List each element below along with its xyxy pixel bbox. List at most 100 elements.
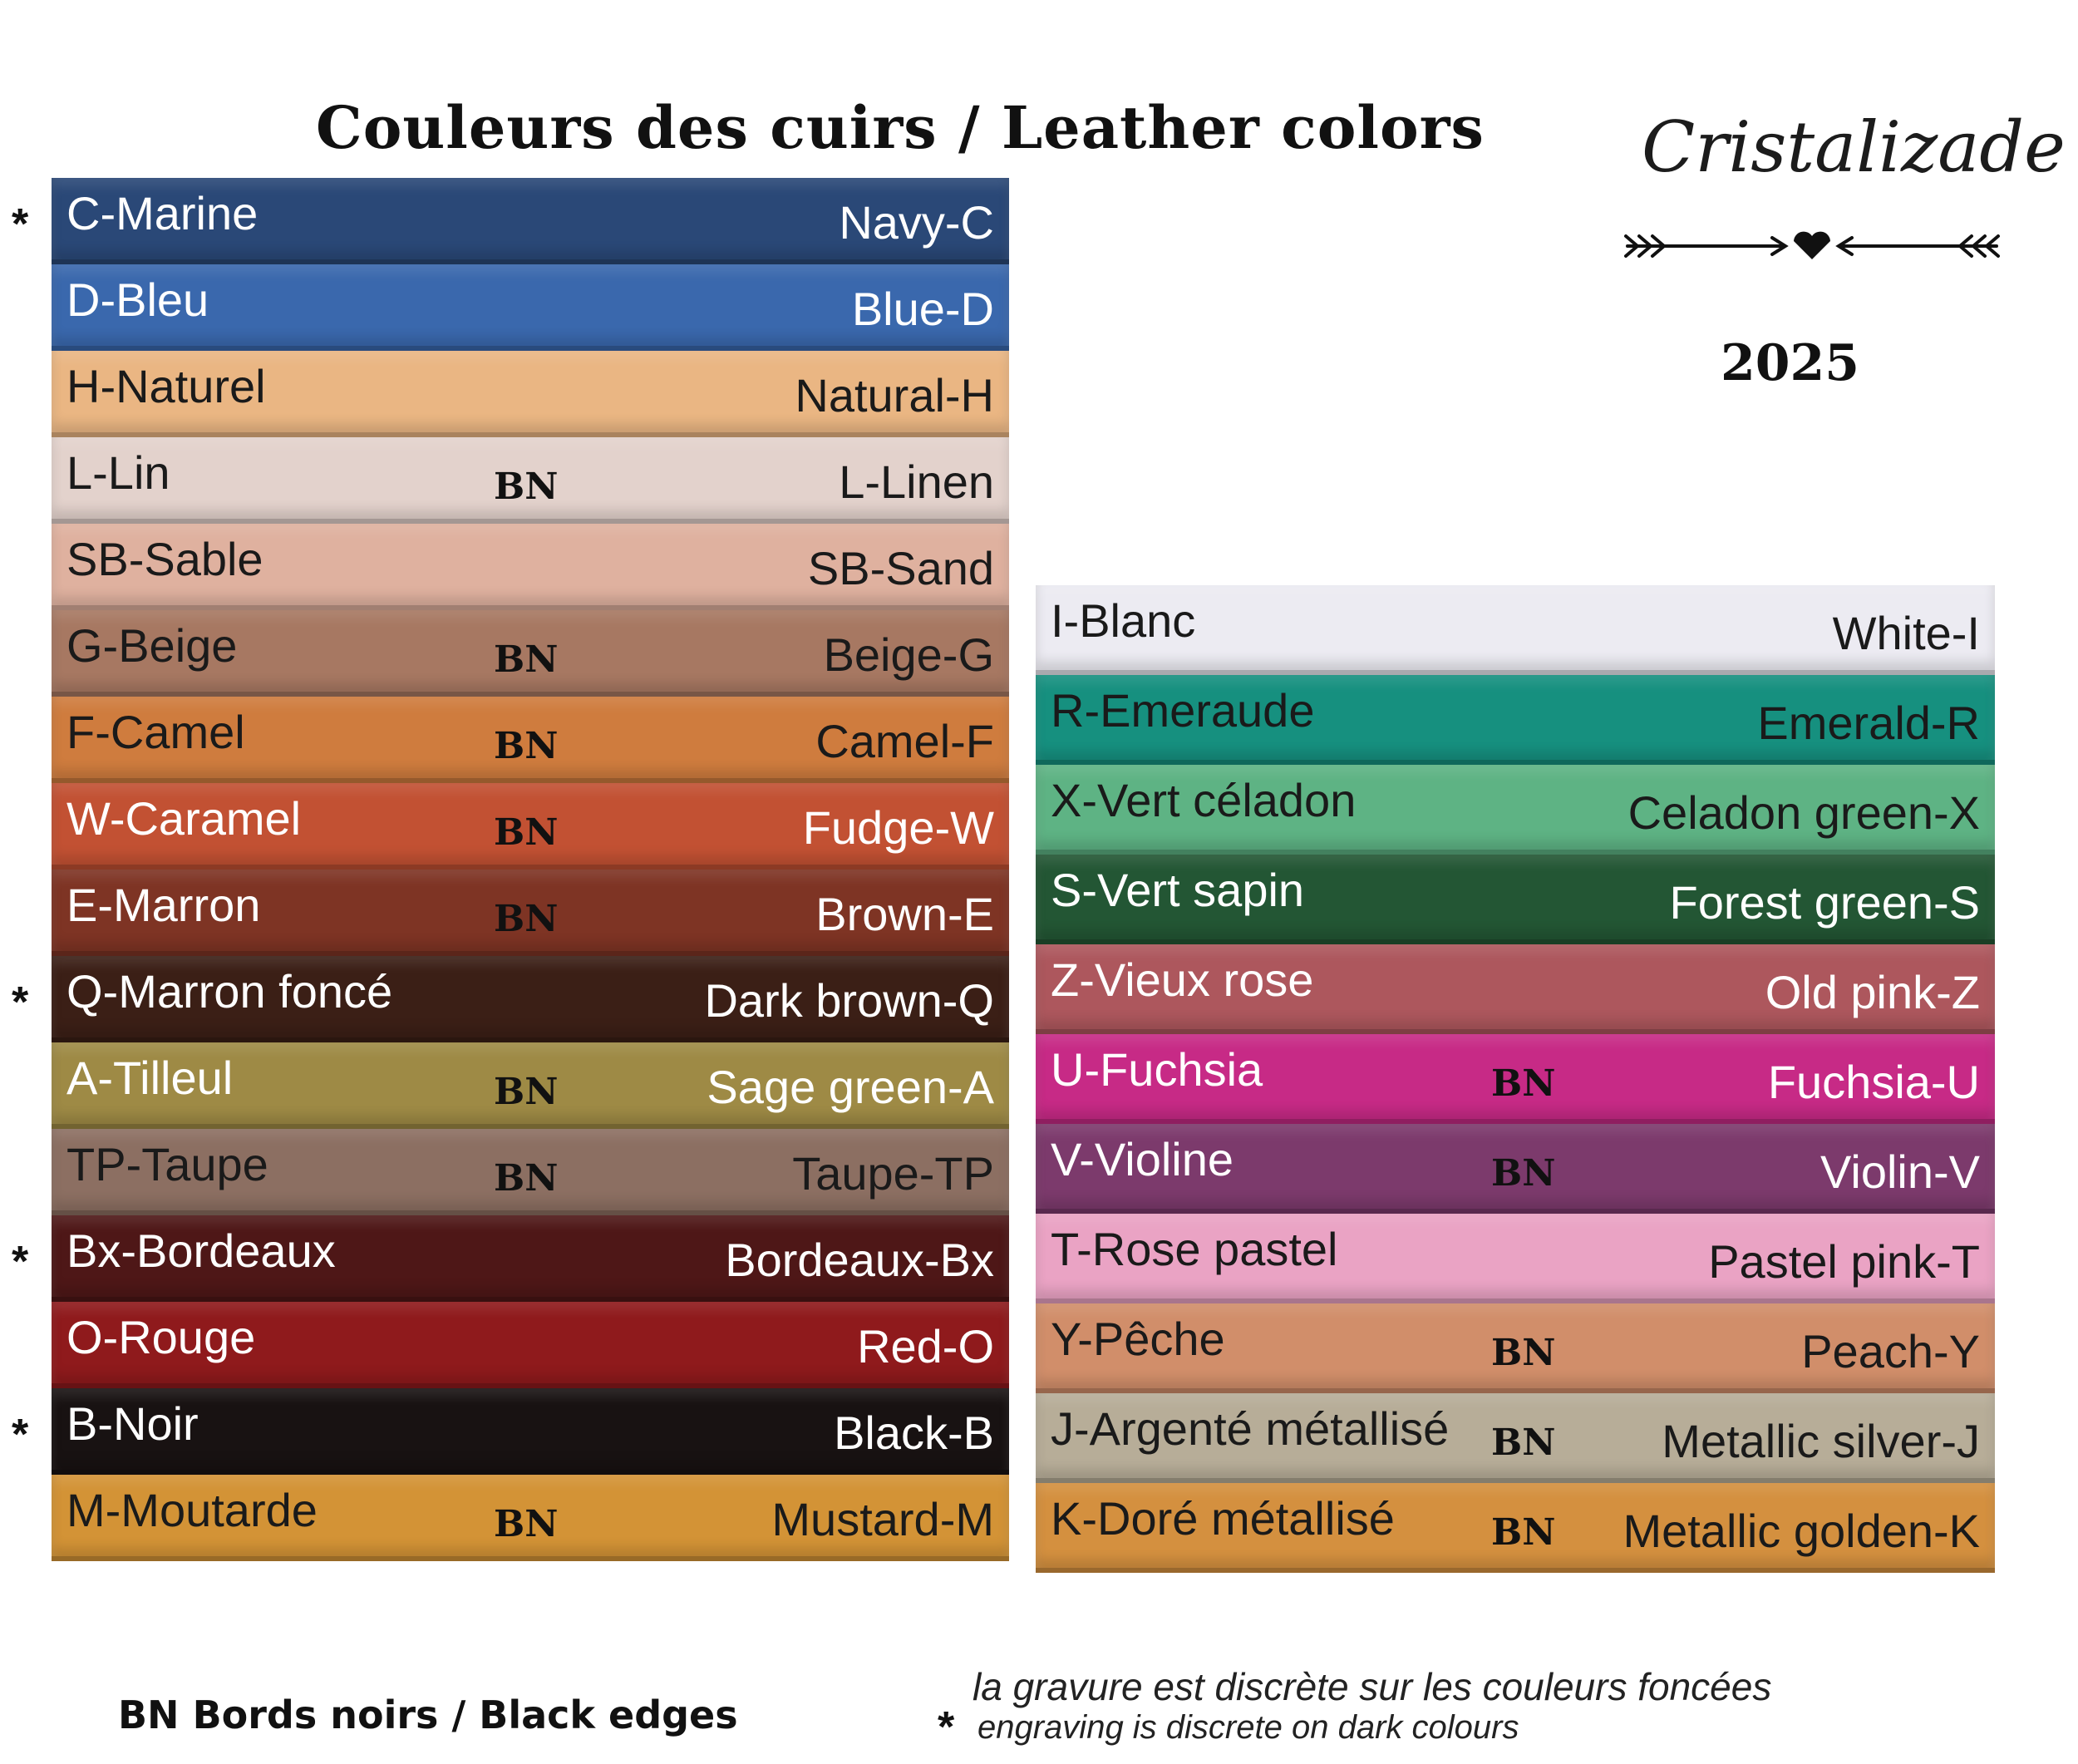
left-swatch: SB-Sable SB-Sand (52, 524, 1009, 610)
color-name-fr: Y-Pêche (1051, 1313, 1225, 1365)
black-edges-badge: BN (494, 898, 559, 940)
color-name-en: Violin-V (1820, 1146, 1980, 1198)
color-name-en: Red-O (857, 1320, 994, 1372)
right-swatch: T-Rose pastel Pastel pink-T (1036, 1214, 1995, 1303)
right-swatch: R-Emeraude Emerald-R (1036, 675, 1995, 765)
left-swatch: E-Marron BN Brown-E (52, 870, 1009, 956)
color-name-fr: I-Blanc (1051, 594, 1196, 647)
color-name-en: Emerald-R (1757, 697, 1980, 749)
left-swatch: C-Marine Navy-C * (12, 178, 1009, 264)
page-title: Couleurs des cuirs / Leather colors (316, 93, 1485, 162)
left-swatch: L-Lin BN L-Linen (52, 437, 1009, 524)
color-name-fr: F-Camel (66, 706, 245, 758)
note-english: engraving is discrete on dark colours (977, 1709, 1519, 1746)
note-french: la gravure est discrète sur les couleurs… (973, 1665, 1772, 1708)
right-swatch: X-Vert céladon Celadon green-X (1036, 765, 1995, 855)
color-name-fr: B-Noir (66, 1397, 199, 1450)
left-color-column: C-Marine Navy-C * D-Bleu Blue-D H-Naturel Natu… (12, 178, 1009, 1561)
bn-legend: BN Bords noirs / Black edges (118, 1693, 738, 1737)
color-name-en: Camel-F (815, 715, 994, 767)
color-name-fr: T-Rose pastel (1051, 1223, 1338, 1275)
left-swatch: F-Camel BN Camel-F (52, 697, 1009, 783)
black-edges-badge: BN (494, 811, 559, 854)
black-edges-badge: BN (494, 1503, 559, 1545)
black-edges-badge: BN (494, 466, 559, 508)
right-swatch: I-Blanc White-I (1036, 585, 1995, 675)
color-name-fr: SB-Sable (66, 533, 263, 585)
black-edges-badge: BN (1491, 1332, 1556, 1374)
color-name-en: Sage green-A (707, 1061, 994, 1113)
color-name-en: Metallic golden-K (1623, 1505, 1980, 1557)
black-edges-badge: BN (1491, 1511, 1556, 1554)
right-swatch: J-Argenté métallisé BN Metallic silver-J (1036, 1393, 1995, 1483)
dark-color-star: * (12, 1411, 29, 1459)
color-name-fr: L-Lin (66, 446, 170, 499)
color-name-fr: U-Fuchsia (1051, 1043, 1263, 1096)
color-name-en: Blue-D (851, 283, 994, 335)
color-name-en: Celadon green-X (1627, 786, 1980, 839)
color-name-fr: Q-Marron foncé (66, 965, 393, 1018)
left-swatch: Q-Marron foncé Dark brown-Q * (12, 956, 1009, 1042)
left-swatch: D-Bleu Blue-D (52, 264, 1009, 351)
color-name-en: Dark brown-Q (704, 974, 994, 1027)
dark-color-star: * (12, 1238, 29, 1286)
black-edges-badge: BN (494, 638, 559, 681)
black-edges-badge: BN (1491, 1152, 1556, 1195)
color-name-fr: E-Marron (66, 879, 261, 931)
right-swatch: Z-Vieux rose Old pink-Z (1036, 944, 1995, 1034)
color-name-en: Brown-E (815, 888, 994, 940)
right-swatch: V-Violine BN Violin-V (1036, 1124, 1995, 1214)
color-name-en: Natural-H (795, 369, 994, 421)
color-name-fr: H-Naturel (66, 360, 266, 412)
dark-color-star: * (12, 200, 29, 249)
left-swatch: B-Noir Black-B * (12, 1388, 1009, 1475)
left-swatch: O-Rouge Red-O (52, 1302, 1009, 1388)
color-name-en: Taupe-TP (792, 1147, 994, 1200)
left-swatch: W-Caramel BN Fudge-W (52, 783, 1009, 870)
left-swatch: M-Moutarde BN Mustard-M (52, 1475, 1009, 1561)
color-name-fr: A-Tilleul (66, 1052, 234, 1104)
color-name-fr: J-Argenté métallisé (1051, 1402, 1450, 1455)
color-name-fr: TP-Taupe (66, 1138, 268, 1190)
color-name-fr: R-Emeraude (1051, 684, 1315, 737)
color-name-en: Fudge-W (802, 801, 994, 854)
color-name-en: Black-B (834, 1407, 994, 1459)
black-edges-badge: BN (494, 1157, 559, 1200)
color-name-en: Mustard-M (771, 1493, 994, 1545)
color-name-en: SB-Sand (807, 542, 994, 594)
left-swatch: TP-Taupe BN Taupe-TP (52, 1129, 1009, 1215)
color-name-fr: C-Marine (66, 187, 259, 239)
color-name-fr: Bx-Bordeaux (66, 1224, 336, 1277)
color-name-fr: S-Vert sapin (1051, 864, 1305, 916)
black-edges-badge: BN (1491, 1422, 1556, 1464)
color-name-fr: G-Beige (66, 619, 238, 672)
color-name-en: White-I (1832, 607, 1980, 659)
color-name-fr: D-Bleu (66, 273, 209, 326)
color-name-en: Metallic silver-J (1662, 1415, 1980, 1467)
color-name-en: Beige-G (823, 628, 994, 681)
left-swatch: A-Tilleul BN Sage green-A (52, 1042, 1009, 1129)
right-swatch: Y-Pêche BN Peach-Y (1036, 1303, 1995, 1393)
left-swatch: G-Beige BN Beige-G (52, 610, 1009, 697)
right-swatch: K-Doré métallisé BN Metallic golden-K (1036, 1483, 1995, 1573)
color-name-en: L-Linen (839, 456, 994, 508)
color-name-fr: W-Caramel (66, 792, 302, 845)
black-edges-badge: BN (1491, 1062, 1556, 1105)
color-name-en: Bordeaux-Bx (725, 1234, 994, 1286)
color-name-en: Navy-C (839, 196, 994, 249)
color-name-fr: X-Vert céladon (1051, 774, 1357, 826)
color-name-fr: K-Doré métallisé (1051, 1492, 1395, 1545)
right-swatch: S-Vert sapin Forest green-S (1036, 855, 1995, 944)
left-swatch: Bx-Bordeaux Bordeaux-Bx * (12, 1215, 1009, 1302)
year-label: 2025 (1721, 334, 1859, 392)
color-name-fr: O-Rouge (66, 1311, 256, 1363)
black-edges-badge: BN (494, 1071, 559, 1113)
black-edges-badge: BN (494, 725, 559, 767)
right-color-column: I-Blanc White-I R-Emeraude Emerald-R X-Vert … (1036, 585, 1995, 1573)
color-name-en: Peach-Y (1801, 1325, 1980, 1377)
right-swatch: U-Fuchsia BN Fuchsia-U (1036, 1034, 1995, 1124)
color-name-en: Fuchsia-U (1767, 1056, 1980, 1108)
color-name-fr: M-Moutarde (66, 1484, 318, 1536)
left-swatch: H-Naturel Natural-H (52, 351, 1009, 437)
color-name-fr: V-Violine (1051, 1133, 1234, 1185)
